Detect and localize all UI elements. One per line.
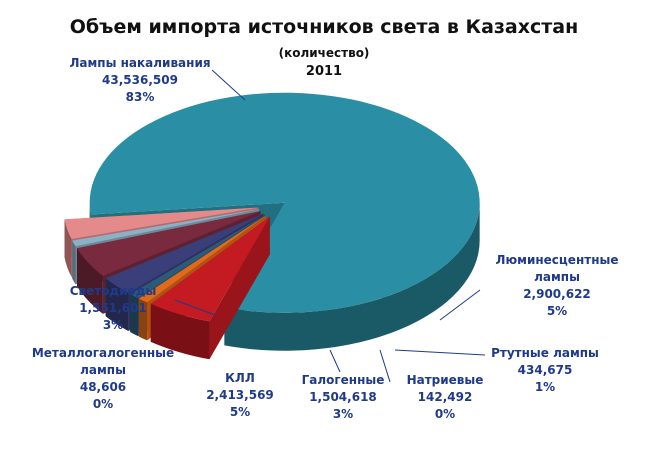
label-percent: 83% (125, 90, 155, 104)
label-value: 2,900,622 (523, 287, 591, 301)
pie-slice-wall (138, 298, 148, 341)
pie-slice-wall (224, 202, 480, 351)
label-metal-halide: Металлогалогенные лампы 48,606 0% (28, 345, 178, 413)
pie-slice-top (76, 211, 261, 276)
label-percent: 5% (546, 304, 568, 318)
pie-slice-top (64, 207, 259, 240)
pie-slice (150, 216, 270, 360)
pie-slice-top (105, 213, 264, 294)
label-percent: 0% (434, 407, 456, 421)
leader-line (174, 299, 216, 316)
label-name: Люминесцентные лампы (495, 253, 619, 284)
label-name: Ртутные лампы (491, 346, 599, 360)
label-halogen: Галогенные 1,504,618 3% (293, 372, 393, 423)
label-name: Галогенные (301, 373, 385, 387)
label-fluorescent: Люминесцентные лампы 2,900,622 5% (482, 252, 632, 320)
chart-year: 2011 (305, 64, 343, 79)
pie-slice-wall (150, 303, 210, 360)
leader-line (329, 349, 341, 373)
label-value: 1,551,601 (79, 301, 147, 315)
label-percent: 0% (92, 397, 114, 411)
label-value: 2,413,569 (206, 388, 274, 402)
pie-slice-wall (72, 240, 76, 285)
label-incandescent: Лампы накаливания 43,536,509 83% (55, 55, 225, 106)
leader-line (439, 289, 481, 321)
pie-slice-wall (130, 294, 139, 337)
chart-title: Объем импорта источников света в Казахст… (69, 16, 579, 38)
pie-slice-top (150, 216, 270, 322)
leader-line (394, 349, 486, 356)
label-value: 43,536,509 (102, 73, 178, 87)
pie-slice-top (130, 214, 266, 299)
label-name: Металлогалогенные лампы (31, 346, 175, 377)
label-cfl: КЛЛ 2,413,569 5% (195, 370, 285, 421)
label-percent: 3% (332, 407, 354, 421)
label-value: 142,492 (417, 390, 473, 404)
label-name: Светодиоды (69, 284, 157, 298)
label-value: 434,675 (517, 363, 573, 377)
pie-slice-wall (76, 248, 103, 314)
leader-line (211, 69, 246, 101)
pie-slice-wall (64, 219, 72, 278)
label-percent: 3% (102, 318, 124, 332)
label-percent: 1% (534, 380, 556, 394)
label-value: 1,504,618 (309, 390, 377, 404)
label-percent: 5% (229, 405, 251, 419)
label-sodium: Натриевые 142,492 0% (395, 372, 495, 423)
label-value: 48,606 (79, 380, 127, 394)
leader-line (379, 349, 391, 383)
label-led: Светодиоды 1,551,601 3% (58, 283, 168, 334)
chart-subtitle: (количество) (278, 46, 370, 60)
pie-slice-top (89, 92, 480, 313)
label-name: Натриевые (406, 373, 484, 387)
pie-slice-wall (105, 278, 129, 332)
pie-slice-top (138, 215, 267, 303)
label-name: Лампы накаливания (69, 56, 211, 70)
label-name: КЛЛ (225, 371, 255, 385)
label-mercury: Ртутные лампы 434,675 1% (485, 345, 605, 396)
pie-slice-top (72, 209, 260, 247)
